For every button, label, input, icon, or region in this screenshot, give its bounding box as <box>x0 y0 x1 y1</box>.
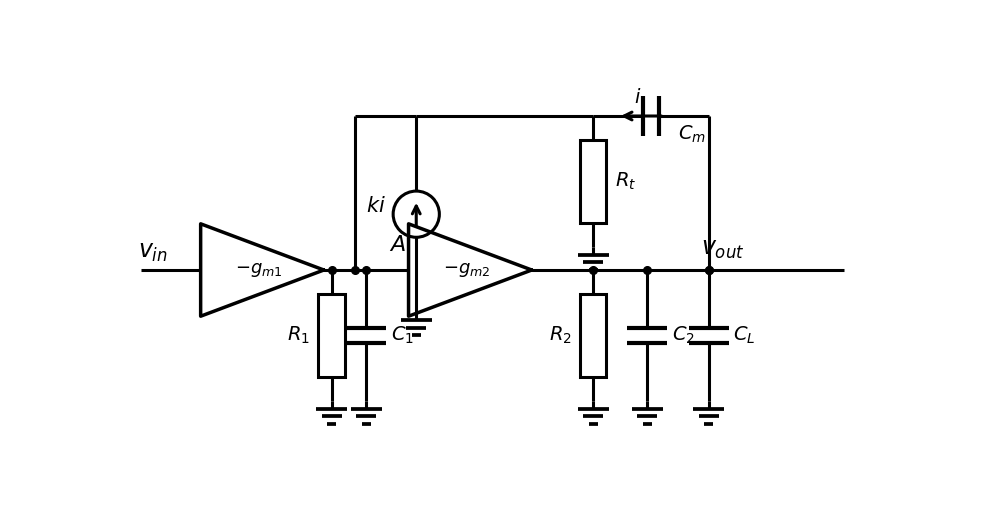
Text: $-g_{m2}$: $-g_{m2}$ <box>443 261 490 279</box>
Text: $A$: $A$ <box>389 234 406 256</box>
Text: $i$: $i$ <box>634 88 642 107</box>
Text: $R_1$: $R_1$ <box>287 325 310 346</box>
Text: $R_2$: $R_2$ <box>549 325 572 346</box>
Text: $R_t$: $R_t$ <box>615 171 636 192</box>
Text: $C_L$: $C_L$ <box>733 325 756 346</box>
Bar <box>580 293 606 377</box>
Text: $C_2$: $C_2$ <box>672 325 695 346</box>
Text: $C_m$: $C_m$ <box>678 124 706 145</box>
Bar <box>318 293 345 377</box>
Text: $v_{out}$: $v_{out}$ <box>701 237 745 261</box>
Text: $v_{in}$: $v_{in}$ <box>138 240 167 264</box>
Text: $C_1$: $C_1$ <box>391 325 414 346</box>
Text: $-g_{m1}$: $-g_{m1}$ <box>235 261 282 279</box>
Bar <box>580 139 606 223</box>
Text: $ki$: $ki$ <box>366 196 385 216</box>
